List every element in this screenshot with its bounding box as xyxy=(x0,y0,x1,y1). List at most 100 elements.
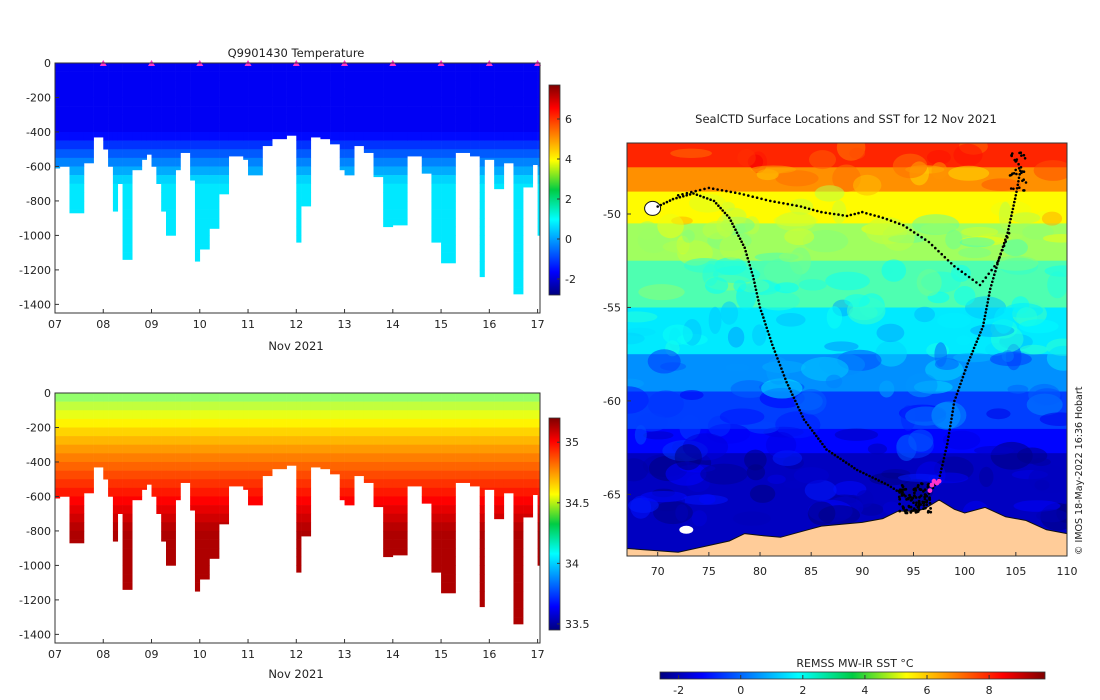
section-cell xyxy=(330,63,341,72)
track-point xyxy=(914,496,918,499)
section-cell xyxy=(161,157,167,167)
section-cell xyxy=(513,226,524,236)
section-cell xyxy=(407,131,423,141)
track-point xyxy=(975,281,978,284)
section-cell xyxy=(248,470,263,480)
sst-patch xyxy=(679,414,701,441)
sst-patch xyxy=(796,389,827,415)
section-cell xyxy=(431,140,442,150)
section-cell xyxy=(301,401,312,411)
sst-patch xyxy=(1028,383,1061,406)
section-cell xyxy=(503,461,514,471)
sst-patch xyxy=(775,170,819,187)
section-cell xyxy=(431,410,442,420)
section-cell xyxy=(55,114,61,124)
section-cell xyxy=(199,470,210,480)
section-cell xyxy=(112,149,119,159)
section-cell xyxy=(421,444,432,454)
section-cell xyxy=(55,140,61,150)
section-cell xyxy=(431,505,442,514)
section-cell xyxy=(503,131,514,141)
section-cell xyxy=(166,496,176,506)
section-cell xyxy=(373,88,384,98)
section-cell xyxy=(199,71,210,81)
sst-patch xyxy=(746,421,780,434)
track-point xyxy=(959,382,962,386)
section-cell xyxy=(537,200,541,210)
section-cell xyxy=(112,444,119,454)
section-cell xyxy=(373,166,384,176)
section-cell xyxy=(272,393,287,402)
section-cell xyxy=(209,556,220,559)
section-cell xyxy=(383,157,394,167)
section-cell xyxy=(383,192,394,202)
track-point xyxy=(923,495,927,499)
track-point xyxy=(668,199,672,202)
section-cell xyxy=(190,401,196,411)
track-point xyxy=(889,219,893,222)
section-cell xyxy=(537,505,541,514)
section-cell xyxy=(407,114,423,124)
track-point xyxy=(795,402,799,406)
section-cell xyxy=(296,106,302,116)
section-cell xyxy=(407,88,423,98)
section-cell xyxy=(431,183,442,193)
section-cell xyxy=(513,106,524,116)
section-cell xyxy=(219,175,230,184)
track-point xyxy=(986,301,989,304)
section-cell xyxy=(175,106,181,116)
section-cell xyxy=(161,175,167,184)
section-cell xyxy=(455,149,471,153)
section-cell xyxy=(503,393,514,402)
section-cell xyxy=(262,453,273,463)
section-cell xyxy=(470,461,480,471)
section-cell xyxy=(421,393,432,402)
section-cell xyxy=(209,444,220,454)
track-point xyxy=(1008,221,1012,224)
section-cell xyxy=(180,410,191,420)
section-cell xyxy=(122,235,133,245)
section-cell xyxy=(194,200,201,210)
section-cell xyxy=(146,114,152,124)
track-point xyxy=(791,393,794,397)
section-cell xyxy=(161,530,167,540)
section-cell xyxy=(373,470,384,480)
track-point xyxy=(995,266,998,270)
section-cell xyxy=(243,114,249,124)
section-cell xyxy=(479,123,485,133)
section-cell xyxy=(209,149,220,159)
track-point xyxy=(853,466,856,470)
section-cell xyxy=(228,470,244,480)
track-point xyxy=(983,314,987,318)
section-cell xyxy=(146,140,152,150)
section-cell xyxy=(199,410,210,420)
section-cell xyxy=(262,140,273,147)
section-cell xyxy=(209,200,220,210)
section-cell xyxy=(166,200,176,210)
section-cell xyxy=(209,226,220,229)
section-cell xyxy=(503,487,514,494)
sst-patch xyxy=(867,443,888,455)
track-point xyxy=(905,498,908,501)
section-cell xyxy=(209,88,220,98)
track-point xyxy=(832,212,836,216)
sst-patch xyxy=(767,474,786,484)
track-point xyxy=(784,377,787,381)
section-cell xyxy=(194,479,201,489)
section-cell xyxy=(339,114,345,124)
section-cell xyxy=(339,418,345,428)
track-point xyxy=(771,343,774,347)
section-cell xyxy=(431,131,442,141)
section-cell xyxy=(513,175,524,184)
section-cell xyxy=(161,63,167,72)
section-cell xyxy=(383,530,394,540)
section-cell xyxy=(301,200,312,207)
section-cell xyxy=(248,114,263,124)
section-cell xyxy=(339,410,345,420)
section-cell xyxy=(194,513,201,523)
section-cell xyxy=(156,444,162,454)
section-cell xyxy=(431,63,442,72)
track-point xyxy=(830,451,834,455)
section-cell xyxy=(339,393,345,402)
section-cell xyxy=(141,470,147,480)
